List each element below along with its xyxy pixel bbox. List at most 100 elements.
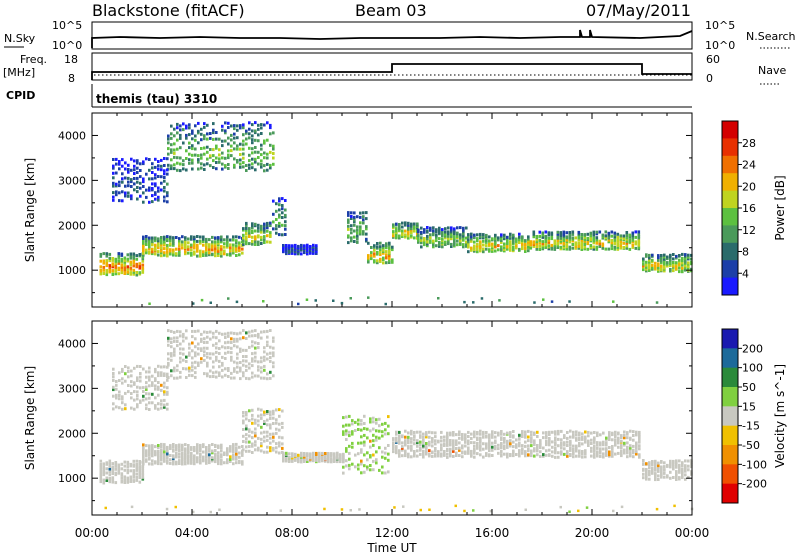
data-cell — [154, 165, 157, 169]
data-cell — [227, 340, 230, 344]
data-cell — [450, 245, 453, 248]
data-cell — [634, 240, 638, 244]
data-cell — [417, 240, 420, 244]
data-cell — [401, 231, 404, 235]
data-cell — [666, 463, 669, 467]
data-cell — [229, 248, 232, 252]
data-cell — [583, 242, 587, 245]
data-cell — [170, 136, 173, 140]
data-cell — [248, 127, 251, 131]
data-cell — [476, 237, 479, 241]
data-cell — [645, 462, 648, 466]
data-cell — [596, 431, 599, 435]
data-cell — [401, 233, 404, 237]
data-cell — [245, 440, 248, 444]
data-cell — [221, 368, 224, 372]
data-cell — [569, 446, 572, 450]
data-cell — [568, 510, 571, 513]
data-cell — [184, 242, 187, 246]
data-cell — [145, 385, 148, 389]
data-cell — [248, 166, 251, 170]
data-cell — [248, 445, 251, 448]
data-cell — [675, 254, 678, 258]
data-cell — [527, 429, 530, 433]
data-cell — [622, 234, 626, 238]
data-cell — [266, 372, 269, 376]
data-cell — [684, 464, 687, 468]
data-cell — [359, 230, 362, 234]
data-cell — [616, 235, 620, 239]
data-cell — [112, 164, 115, 168]
data-cell — [157, 450, 160, 453]
data-cell — [132, 256, 136, 260]
data-cell — [550, 234, 554, 238]
data-cell — [112, 394, 115, 398]
noise-tick-right-low: 10^0 — [705, 39, 735, 52]
data-cell — [160, 246, 163, 250]
data-cell — [360, 471, 363, 475]
data-cell — [548, 438, 551, 442]
data-cell — [426, 226, 429, 229]
data-cell — [444, 227, 447, 231]
data-cell — [464, 436, 467, 440]
data-cell — [447, 234, 450, 238]
data-cell — [211, 244, 214, 248]
data-cell — [193, 243, 196, 247]
data-cell — [154, 460, 157, 464]
nave-tick-low: 0 — [706, 72, 713, 85]
data-cell — [494, 447, 497, 451]
data-cell — [447, 237, 450, 241]
data-cell — [190, 248, 193, 252]
data-cell — [622, 241, 626, 245]
data-cell — [254, 443, 257, 447]
data-cell — [560, 441, 563, 445]
x-tick-label: 16:00 — [475, 526, 510, 540]
data-cell — [142, 248, 145, 252]
data-cell — [218, 374, 221, 377]
data-cell — [130, 168, 133, 172]
data-cell — [121, 177, 124, 181]
data-cell — [202, 235, 205, 239]
data-cell — [398, 226, 401, 230]
data-cell — [651, 467, 654, 470]
data-cell — [105, 254, 109, 258]
data-cell — [230, 341, 233, 344]
data-cell — [229, 460, 232, 463]
data-cell — [236, 365, 239, 369]
data-cell — [365, 217, 368, 221]
data-cell — [666, 255, 669, 259]
data-cell — [214, 236, 217, 240]
data-cell — [635, 433, 638, 437]
data-cell — [215, 336, 218, 340]
data-cell — [208, 447, 211, 451]
data-cell — [111, 480, 115, 484]
data-cell — [181, 443, 184, 447]
data-cell — [351, 419, 354, 423]
data-cell — [194, 337, 197, 341]
data-cell — [166, 172, 169, 176]
data-cell — [535, 240, 539, 244]
data-cell — [230, 149, 233, 153]
data-cell — [556, 246, 560, 249]
data-cell — [148, 242, 151, 246]
data-cell — [205, 237, 208, 241]
data-cell — [569, 443, 572, 447]
data-cell — [197, 364, 200, 367]
data-cell — [560, 450, 563, 454]
data-cell — [375, 450, 378, 454]
data-cell — [503, 245, 506, 249]
data-cell — [196, 445, 199, 449]
data-cell — [323, 507, 326, 511]
data-cell — [491, 454, 494, 457]
data-cell — [212, 331, 215, 335]
data-cell — [596, 434, 599, 438]
data-cell — [218, 352, 221, 355]
data-cell — [657, 258, 660, 262]
data-cell — [248, 227, 251, 231]
data-cell — [294, 452, 297, 456]
data-cell — [148, 188, 151, 192]
data-cell — [423, 241, 426, 245]
data-cell — [157, 446, 160, 450]
data-cell — [260, 376, 263, 380]
